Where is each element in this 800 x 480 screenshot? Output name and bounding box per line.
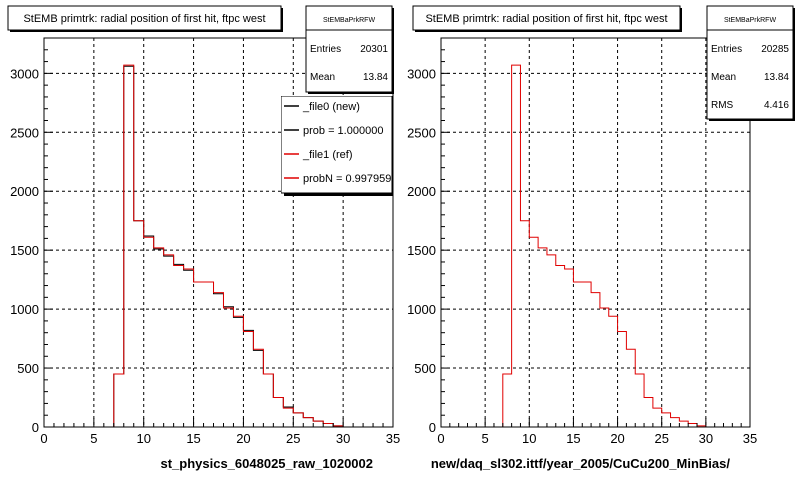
histogram-series-2 [44, 64, 393, 428]
x-tick-label: 0 [40, 431, 47, 446]
legend-label: probN = 0.997959 [303, 173, 391, 185]
legend-box [281, 96, 393, 194]
y-tick-label: 500 [17, 361, 39, 376]
y-tick-label: 2500 [10, 125, 39, 140]
plot-title: StEMB primtrk: radial position of first … [23, 13, 265, 25]
x-tick-label: 0 [437, 431, 444, 446]
chart-panel-2: 0 5 10 15 20 25 30 35 0 500 1000 1500 2000 2500 3000 ne… [407, 5, 795, 471]
stats-label: Mean [711, 72, 736, 83]
y-tick-label: 2500 [407, 125, 436, 140]
legend-label: prob = 1.000000 [303, 125, 383, 137]
stats-name: StEMBaPrkRFW [724, 17, 777, 24]
stats-value: 20285 [761, 44, 789, 55]
stats-box [305, 5, 393, 93]
chart-panel-1: 0 5 10 15 20 25 30 35 0 500 1000 1500 2000 2500 3000 st… [7, 5, 400, 471]
legend: _file0 (new) prob = 1.000000 _file1 (ref) p… [281, 96, 393, 196]
x-tick-label: 5 [90, 431, 97, 446]
y-tick-label: 0 [32, 420, 39, 435]
y-tick-label: 2000 [10, 184, 39, 199]
y-tick-label: 3000 [407, 66, 436, 81]
x-tick-label: 35 [386, 431, 400, 446]
x-tick-label: 15 [566, 431, 580, 446]
x-tick-label: 5 [482, 431, 489, 446]
y-tick-label: 1000 [10, 302, 39, 317]
stats-value: 4.416 [764, 100, 789, 111]
x-tick-label: 15 [186, 431, 200, 446]
stats-value: 13.84 [764, 72, 789, 83]
x-tick-label: 25 [286, 431, 300, 446]
y-tick-label: 1500 [10, 243, 39, 258]
stats-box [706, 5, 794, 120]
legend-label: _file0 (new) [302, 101, 360, 113]
y-tick-label: 2000 [407, 184, 436, 199]
x-tick-label: 10 [136, 431, 150, 446]
title-box [7, 5, 282, 31]
x-tick-label: 30 [699, 431, 713, 446]
plot-title: StEMB primtrk: radial position of first … [425, 13, 667, 25]
legend-label: _file1 (ref) [302, 149, 353, 161]
x-tick-label: 30 [336, 431, 350, 446]
title-box [412, 5, 681, 31]
stats-label: Entries [711, 44, 742, 55]
x-tick-label: 10 [522, 431, 536, 446]
y-tick-label: 3000 [10, 66, 39, 81]
stats-label: Mean [310, 72, 335, 83]
stats-value: 13.84 [363, 72, 388, 83]
stats-name: StEMBaPrkRFW [323, 17, 376, 24]
y-tick-label: 1000 [407, 302, 436, 317]
x-tick-label: 35 [743, 431, 757, 446]
stats-value: 20301 [360, 44, 388, 55]
y-tick-label: 500 [414, 361, 436, 376]
x-tick-label: 25 [654, 431, 668, 446]
x-axis-title: st_physics_6048025_raw_1020002 [160, 456, 373, 471]
y-tick-label: 0 [429, 420, 436, 435]
histogram-series-1 [441, 64, 750, 428]
x-axis-title: new/daq_sl302.ittf/year_2005/CuCu200_Min… [431, 456, 731, 471]
stats-label: Entries [310, 44, 341, 55]
plot-frame [440, 37, 751, 428]
plot-frame [43, 37, 394, 428]
x-tick-label: 20 [610, 431, 624, 446]
y-tick-label: 1500 [407, 243, 436, 258]
stats-label: RMS [711, 100, 734, 111]
x-tick-label: 20 [236, 431, 250, 446]
